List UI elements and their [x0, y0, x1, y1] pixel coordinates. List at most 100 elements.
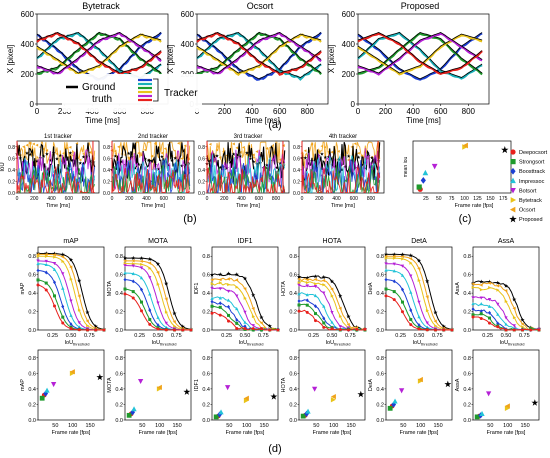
- metric-curve-marker: [314, 312, 317, 316]
- metric-curve-marker: [235, 318, 239, 322]
- metric-curve-marker: [85, 310, 90, 315]
- x-tick-label: 400: [237, 196, 246, 202]
- metric-curve-marker: [156, 270, 160, 275]
- iou-marker: [62, 151, 65, 155]
- metric-curve-marker: [164, 321, 168, 325]
- iou-marker: [306, 161, 311, 166]
- panel-d-title: mAP: [63, 238, 79, 245]
- metric-curve-marker: [450, 328, 454, 332]
- metric-curve-marker: [433, 319, 437, 323]
- scatter-point-ocsort: [417, 376, 423, 383]
- y-axis-label: IDF1: [194, 283, 200, 295]
- y-tick-label: 0.4: [289, 387, 297, 393]
- metric-curve-marker: [392, 298, 396, 302]
- y-tick-label: 0.8: [8, 145, 15, 151]
- metric-curve-marker: [61, 321, 65, 325]
- metric-curve-marker: [384, 277, 388, 282]
- metric-curve-marker: [383, 252, 389, 257]
- metric-curve-marker: [140, 300, 143, 304]
- iou-marker: [228, 160, 233, 165]
- panel-a-legend: Ground truth Tracker: [62, 74, 202, 112]
- scatter-point-impressoc: [305, 408, 311, 414]
- panel-d-title: IDF1: [237, 238, 252, 245]
- scatter-point-botsort: [224, 385, 231, 391]
- metric-curve-marker: [77, 294, 81, 298]
- metric-curve-marker: [218, 272, 223, 277]
- y-tick-label: 0.8: [202, 254, 210, 260]
- y-tick-label: 0.2: [293, 179, 300, 185]
- metric-curve-marker: [172, 320, 176, 324]
- metric-curve-marker: [425, 278, 430, 283]
- metric-curve-marker: [69, 265, 73, 269]
- iou-series: [111, 167, 191, 194]
- x-tick-label: 0: [301, 196, 304, 202]
- metric-curve-marker: [392, 279, 396, 284]
- metric-curve-marker: [521, 328, 524, 332]
- metric-curve-marker: [123, 271, 127, 275]
- y-tick-label: 400: [21, 40, 35, 49]
- scatter-point-ocsort: [462, 142, 468, 149]
- x-tick-label: 600: [434, 107, 448, 116]
- metric-curve-marker: [61, 315, 65, 319]
- metric-curve-marker: [60, 255, 65, 259]
- iou-marker: [65, 166, 69, 171]
- panel-a-proposed: 0 200 400 600 0 200 400 600 800 Time [ms] X [pixel…: [327, 10, 490, 125]
- metric-curve-marker: [338, 327, 342, 331]
- x-tick-label: 200: [220, 196, 229, 202]
- iou-marker: [323, 155, 328, 159]
- metric-curve-marker: [139, 259, 143, 263]
- metric-curve-marker: [226, 271, 231, 276]
- iou-series: [206, 165, 286, 194]
- y-tick-label: 0.8: [376, 254, 384, 260]
- metric-curve-botsort: [386, 263, 453, 331]
- x-tick-label: 0.50: [327, 333, 338, 339]
- y-tick-label: 0: [351, 100, 356, 109]
- metric-curve-marker: [61, 304, 65, 309]
- x-tick-label: 100: [460, 196, 469, 202]
- metric-curve-marker: [53, 255, 57, 259]
- x-tick-label: 600: [160, 196, 169, 202]
- y-tick-label: 0.0: [28, 328, 36, 334]
- y-tick-label: 0.2: [103, 179, 110, 185]
- y-tick-label: 0.6: [376, 371, 384, 377]
- metric-curve-marker: [392, 262, 396, 266]
- metric-curve-marker: [69, 327, 73, 331]
- metric-curve-marker: [209, 272, 215, 277]
- x-tick-label: 0.25: [482, 333, 493, 339]
- metric-curve-marker: [313, 274, 318, 279]
- metric-curve-marker: [479, 283, 483, 287]
- iou-marker: [127, 156, 130, 160]
- x-axis-label: Time [ms]: [406, 116, 441, 125]
- x-tick-label: 400: [142, 196, 151, 202]
- x-tick-label: 800: [367, 196, 376, 202]
- iou-marker: [113, 154, 118, 158]
- iou-marker: [68, 151, 73, 155]
- ground-truth-trajectory: [196, 32, 322, 78]
- y-tick-label: 0.2: [463, 402, 471, 408]
- y-tick-label: 0.6: [202, 273, 210, 279]
- metric-curve-marker: [36, 261, 40, 266]
- metric-curve-marker: [471, 285, 475, 290]
- scatter-point-strongsort: [474, 414, 480, 420]
- metric-curve-marker: [330, 327, 334, 331]
- metric-curve-marker: [36, 254, 40, 258]
- metric-curve-marker: [61, 272, 65, 276]
- metric-curve-marker: [251, 292, 256, 297]
- panel-a-title-2: Ocsort: [247, 1, 274, 11]
- tracker-trajectory: [357, 31, 483, 80]
- iou-marker: [235, 146, 239, 150]
- metric-curve-marker: [434, 328, 437, 332]
- iou-marker: [176, 158, 181, 162]
- metric-curve-marker: [417, 278, 421, 283]
- x-tick-label: 0.75: [345, 333, 356, 339]
- iou-marker: [360, 162, 364, 167]
- metric-curve-marker: [409, 274, 413, 278]
- legend-label-botsort: Botsort: [519, 188, 537, 194]
- metric-curve-marker: [85, 319, 89, 323]
- metric-curve-marker: [218, 281, 223, 285]
- y-axis-label: IoU: [0, 162, 6, 171]
- x-axis-label-subscript: threshold: [508, 342, 524, 347]
- metric-curve-marker: [441, 324, 446, 329]
